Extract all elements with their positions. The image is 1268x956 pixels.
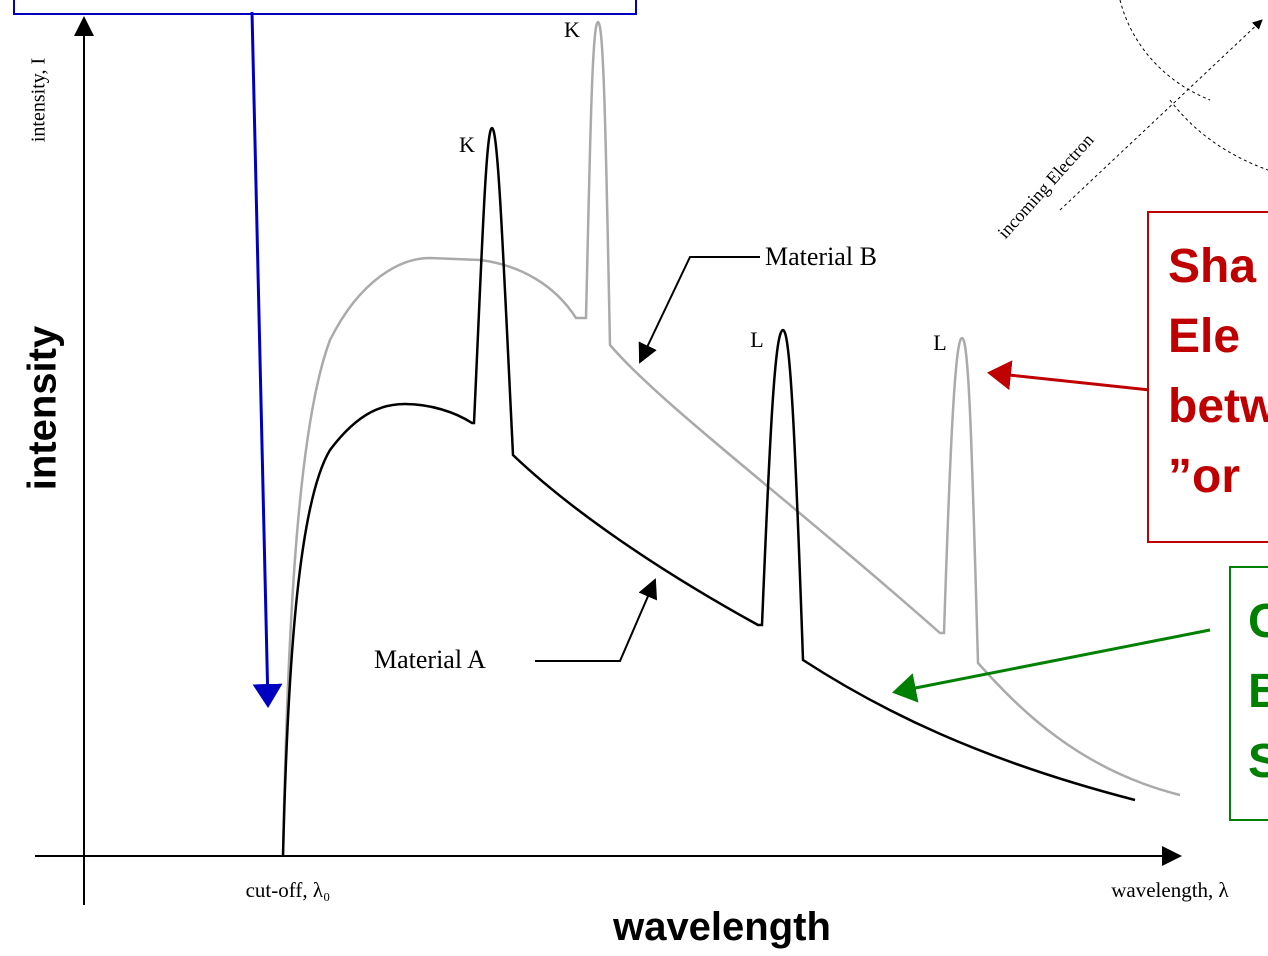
curve-label: Material B bbox=[765, 242, 877, 271]
cutoff-label: cut-off, λ₀ bbox=[246, 878, 331, 902]
incoming-label: incoming Electron bbox=[993, 130, 1097, 243]
green-box-text: S bbox=[1248, 735, 1268, 788]
x-axis-label: wavelength, λ bbox=[1111, 878, 1229, 902]
red-box-text: betw bbox=[1168, 380, 1268, 433]
red-box-text: ”or bbox=[1168, 450, 1240, 503]
material-b-pointer bbox=[640, 257, 760, 362]
green-box-text: B bbox=[1248, 665, 1268, 718]
diagram: intensity, I intensity cut-off, λ₀ wavel… bbox=[0, 0, 1268, 956]
peak-label: K bbox=[564, 17, 580, 42]
blue-arrow bbox=[252, 12, 268, 705]
material-b-curve bbox=[283, 22, 1180, 856]
blue-box bbox=[14, 0, 636, 14]
material-a-pointer bbox=[535, 580, 655, 661]
y-axis-label: intensity, I bbox=[28, 58, 50, 142]
red-arrow bbox=[990, 373, 1150, 390]
peak-label: L bbox=[750, 327, 763, 352]
green-arrow bbox=[895, 630, 1210, 692]
y-title: intensity bbox=[21, 325, 65, 490]
red-box-text: Ele bbox=[1168, 310, 1240, 363]
peak-label: K bbox=[459, 132, 475, 157]
electron-orbits bbox=[1060, 0, 1268, 210]
x-title: wavelength bbox=[612, 905, 831, 949]
green-box-text: C bbox=[1248, 595, 1268, 648]
red-box-text: Sha bbox=[1168, 240, 1256, 293]
peak-label: L bbox=[933, 330, 946, 355]
curve-label: Material A bbox=[374, 645, 486, 674]
